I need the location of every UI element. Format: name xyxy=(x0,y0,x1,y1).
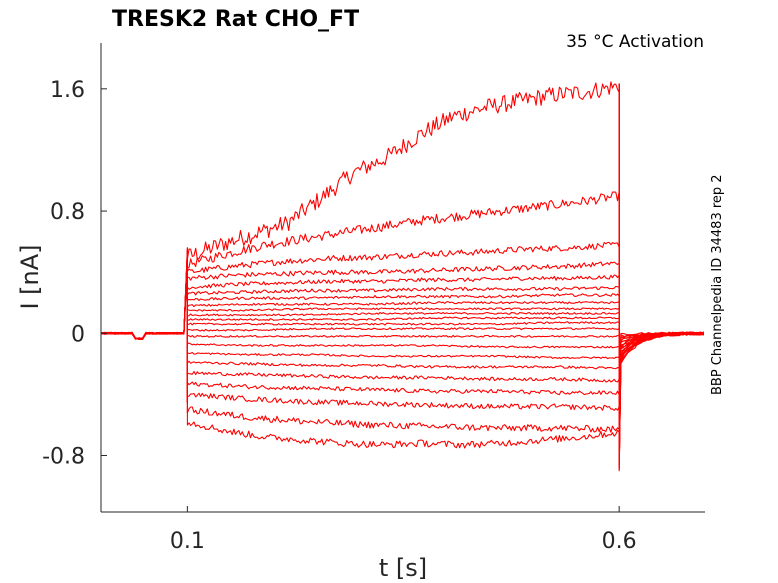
chart-title: TRESK2 Rat CHO_FT xyxy=(112,7,359,32)
channelpedia-id-label: BBP Channelpedia ID 34483 rep 2 xyxy=(710,174,725,395)
current-trace-3 xyxy=(101,83,705,469)
y-axis-label: I [nA] xyxy=(16,244,44,309)
current-trace-15 xyxy=(100,83,705,450)
current-trace-22 xyxy=(100,83,704,449)
y-tick-label: -0.8 xyxy=(42,444,85,469)
x-tick-label: 0.1 xyxy=(170,529,205,554)
current-trace-14 xyxy=(100,83,705,452)
current-trace-6 xyxy=(100,83,705,464)
current-trace-8 xyxy=(100,83,704,461)
current-trace-9 xyxy=(100,83,704,460)
current-trace-11 xyxy=(101,83,704,457)
current-trace-1 xyxy=(100,81,704,472)
x-tick-label: 0.6 xyxy=(602,529,637,554)
current-trace-21 xyxy=(100,83,705,441)
current-trace-13 xyxy=(100,83,704,453)
current-trace-16 xyxy=(100,83,704,449)
axes: -0.8 0 0.8 1.6 0.1 0.6 xyxy=(42,43,705,554)
current-trace-5 xyxy=(100,83,705,466)
current-trace-20 xyxy=(100,83,704,443)
current-trace-2 xyxy=(100,83,704,470)
current-trace-19 xyxy=(101,83,705,444)
y-tick-label: 0.8 xyxy=(50,200,85,225)
current-trace-7 xyxy=(100,83,704,463)
current-trace-18 xyxy=(100,83,704,446)
temperature-annotation: 35 °C Activation xyxy=(566,32,704,52)
current-trace-17 xyxy=(100,83,705,447)
y-tick-label: 0 xyxy=(71,322,85,347)
current-traces xyxy=(100,81,705,472)
current-trace-12 xyxy=(100,83,705,455)
x-axis-label: t [s] xyxy=(379,554,427,582)
y-tick-label: 1.6 xyxy=(50,78,85,103)
current-trace-4 xyxy=(100,83,705,467)
current-trace-10 xyxy=(100,83,704,458)
